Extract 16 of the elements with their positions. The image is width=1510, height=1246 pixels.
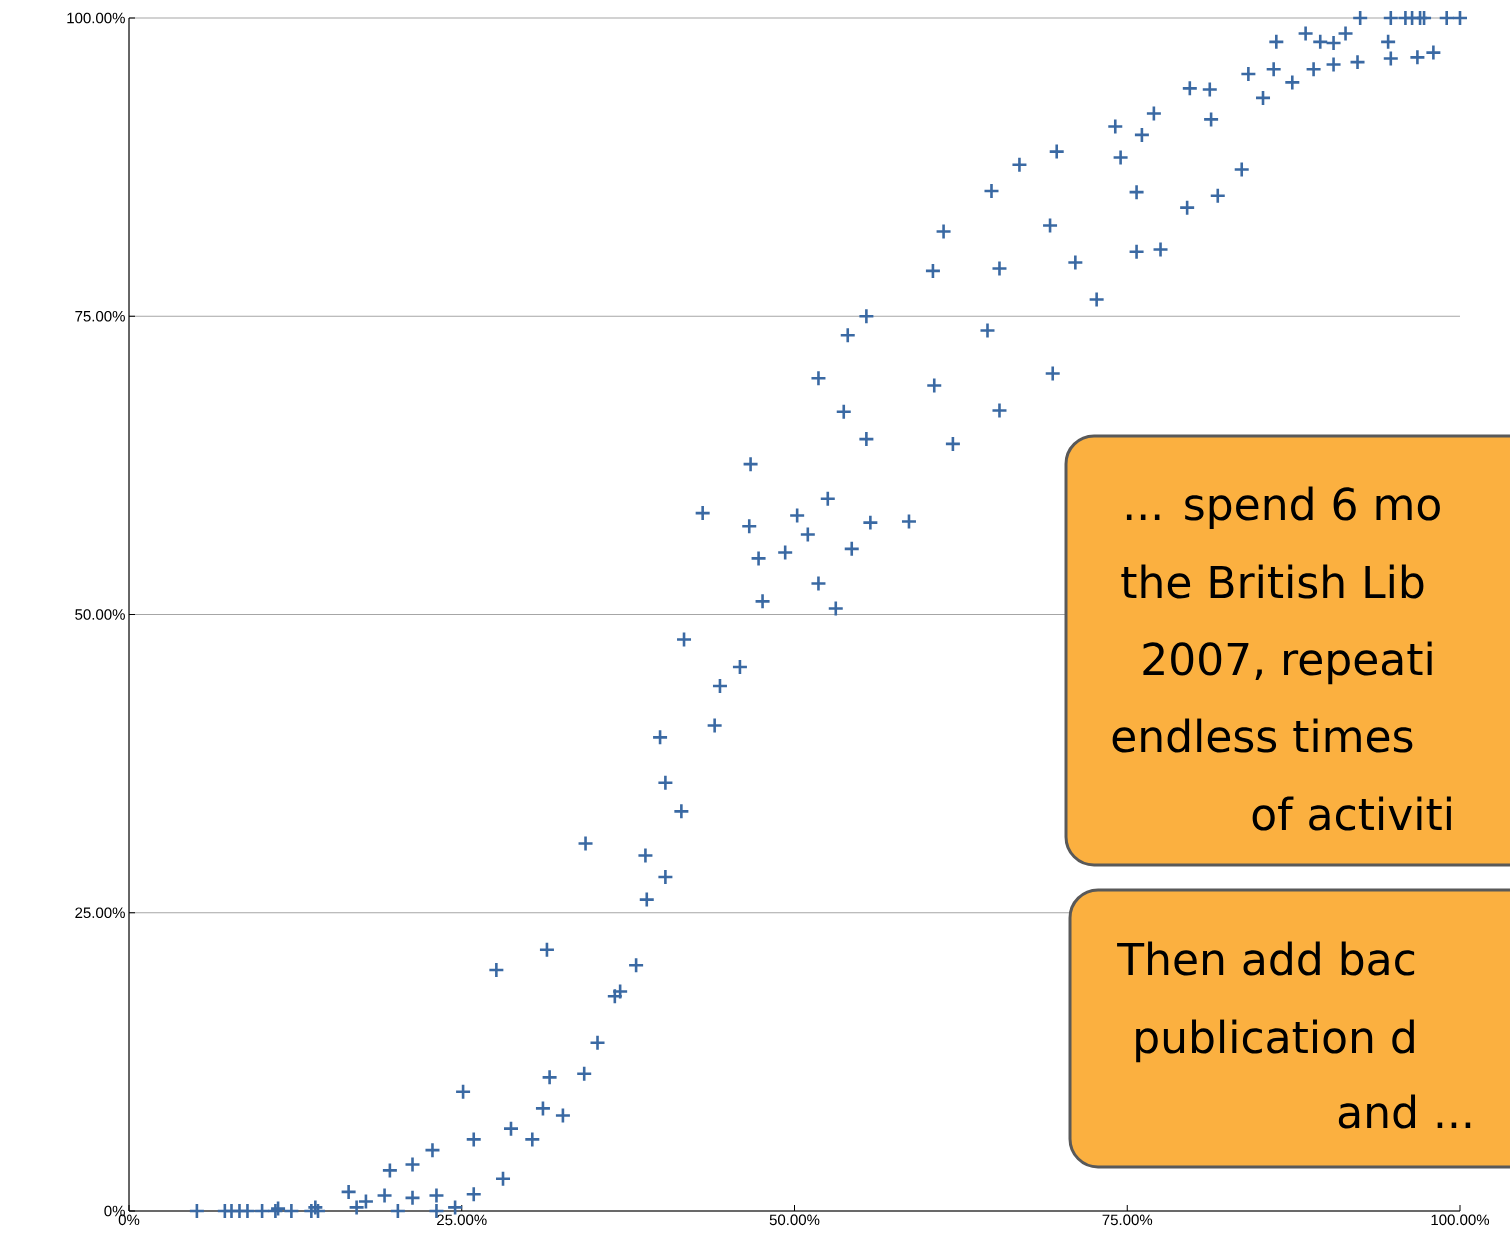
annotation: endless times: [1112, 718, 1413, 753]
annotation: publication d: [1136, 1019, 1414, 1063]
y-tick-label: 100.00%: [67, 12, 125, 24]
annotation: and ...: [1338, 1094, 1471, 1129]
x-tick-label: 100.00%: [1431, 1214, 1490, 1226]
x-tick-label: 75.00%: [1102, 1214, 1153, 1226]
x-tick-label: 25.00%: [437, 1214, 487, 1226]
annotation: the British Lib: [1121, 564, 1424, 599]
annotation: 2007, repeati: [1143, 641, 1432, 685]
y-tick-label: 50.00%: [75, 609, 125, 620]
y-tick-label: 25.00%: [75, 907, 125, 919]
x-tick-label: 50.00%: [769, 1214, 820, 1226]
y-tick-label: 75.00%: [75, 310, 125, 322]
annotation: of activiti: [1252, 796, 1451, 831]
annotation: ... spend 6 mo: [1126, 486, 1440, 530]
annotation: Then add bac: [1117, 941, 1415, 976]
